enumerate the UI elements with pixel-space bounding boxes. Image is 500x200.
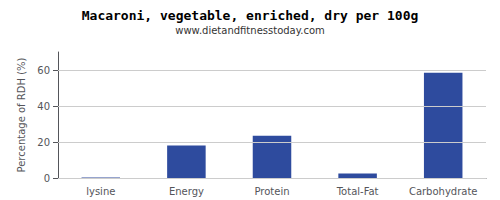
- svg-text:0: 0: [44, 173, 50, 184]
- svg-text:Energy: Energy: [169, 186, 204, 197]
- svg-text:Percentage of RDH (%): Percentage of RDH (%): [16, 57, 27, 172]
- svg-text:lysine: lysine: [86, 186, 115, 197]
- svg-text:20: 20: [37, 137, 50, 148]
- svg-text:Protein: Protein: [254, 186, 289, 197]
- svg-text:60: 60: [37, 65, 50, 76]
- svg-text:Total-Fat: Total-Fat: [336, 186, 379, 197]
- svg-text:Carbohydrate: Carbohydrate: [409, 186, 478, 197]
- svg-text:40: 40: [37, 101, 50, 112]
- svg-text:Macaroni, vegetable, enriched,: Macaroni, vegetable, enriched, dry per 1…: [82, 8, 419, 23]
- svg-text:www.dietandfitnesstoday.com: www.dietandfitnesstoday.com: [175, 25, 324, 36]
